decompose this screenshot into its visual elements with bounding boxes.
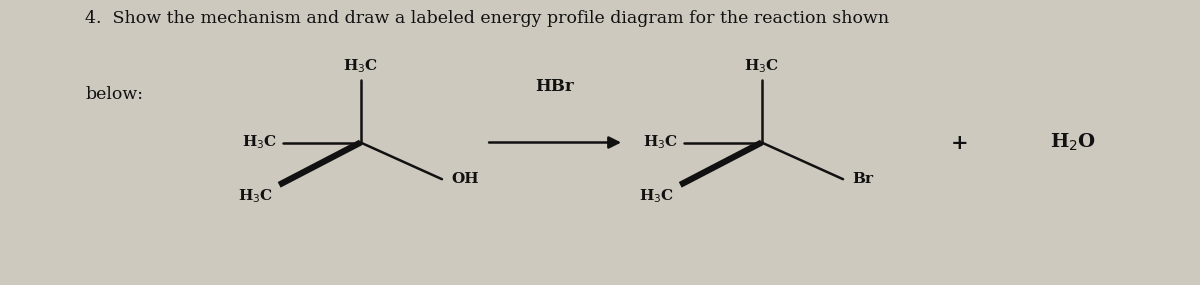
Text: H$_3$C: H$_3$C	[343, 57, 378, 75]
Text: H$_3$C: H$_3$C	[640, 188, 674, 205]
Text: HBr: HBr	[535, 78, 575, 95]
Text: +: +	[950, 133, 968, 152]
Text: H$_3$C: H$_3$C	[643, 134, 678, 151]
Text: H$_3$C: H$_3$C	[241, 134, 277, 151]
Text: below:: below:	[85, 86, 143, 103]
Text: H$_3$C: H$_3$C	[744, 57, 779, 75]
Text: OH: OH	[451, 172, 479, 186]
Text: 4.  Show the mechanism and draw a labeled energy profile diagram for the reactio: 4. Show the mechanism and draw a labeled…	[85, 10, 889, 27]
Text: H$_2$O: H$_2$O	[1050, 132, 1096, 153]
Text: Br: Br	[853, 172, 874, 186]
Text: H$_3$C: H$_3$C	[238, 188, 274, 205]
